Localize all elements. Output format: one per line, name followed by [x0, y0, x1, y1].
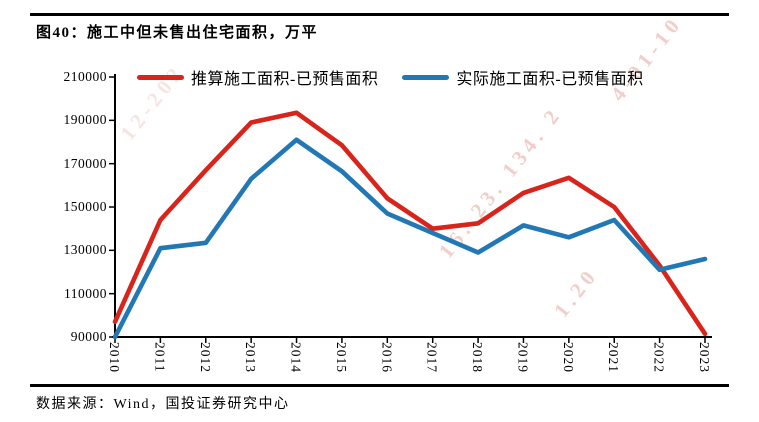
x-tick-label: 2021	[606, 342, 622, 373]
y-tick-label: 130000	[63, 242, 107, 258]
x-tick-label: 2014	[288, 342, 304, 373]
x-tick-label: 2019	[515, 342, 531, 373]
y-tick-label: 90000	[70, 329, 107, 344]
top-divider	[30, 13, 729, 16]
x-tick-label: 2011	[152, 342, 168, 373]
legend-item-actual: 实际施工面积-已预售面积	[402, 65, 643, 89]
y-tick-label: 210000	[63, 69, 107, 84]
y-tick-label: 190000	[63, 112, 107, 128]
data-source-note: 数据来源：Wind，国投证券研究中心	[36, 397, 290, 412]
y-tick-label: 170000	[63, 155, 107, 171]
x-tick-label: 2012	[197, 342, 213, 373]
y-tick-label: 110000	[64, 285, 107, 301]
x-tick-label: 2017	[424, 342, 440, 373]
x-tick-label: 2018	[470, 342, 486, 373]
bottom-divider	[30, 384, 729, 387]
red-line-swatch	[137, 74, 184, 80]
x-tick-label: 2022	[651, 342, 667, 373]
x-tick-label: 2010	[107, 342, 122, 373]
figure-title: 图40：施工中但未售出住宅面积，万平	[36, 25, 319, 41]
x-tick-label: 2023	[697, 342, 712, 373]
estimated-area-line	[112, 110, 708, 337]
legend-item-estimated: 推算施工面积-已预售面积	[137, 65, 378, 89]
x-tick-label: 2020	[560, 342, 576, 373]
x-tick-label: 2013	[243, 342, 259, 373]
legend-label: 实际施工面积-已预售面积	[456, 71, 644, 88]
x-tick-label: 2016	[379, 342, 395, 373]
y-tick-label: 150000	[63, 199, 107, 214]
x-tick-label: 2015	[333, 342, 349, 373]
legend-label: 推算施工面积-已预售面积	[191, 71, 379, 88]
chart-legend: 推算施工面积-已预售面积 实际施工面积-已预售面积	[137, 65, 644, 89]
blue-line-swatch	[402, 74, 450, 80]
actual-area-line	[112, 137, 708, 340]
